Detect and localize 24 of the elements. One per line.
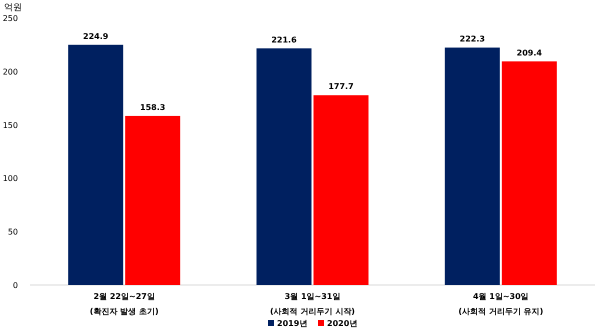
data-label: 209.4: [516, 48, 542, 58]
data-label: 224.9: [83, 32, 109, 41]
data-label: 158.3: [140, 102, 166, 112]
bar: [125, 116, 180, 285]
data-label: 222.3: [460, 34, 485, 44]
bar: [256, 48, 312, 285]
y-axis-title: 억원: [4, 3, 22, 13]
y-tick-label: 50: [8, 228, 18, 237]
data-label: 221.6: [271, 35, 298, 44]
bar: [314, 95, 368, 285]
y-tick-label: 0: [12, 281, 18, 290]
y-tick-label: 150: [2, 120, 18, 130]
x-tick-label: 2월 22일~27일 (확진자 발생 초기): [90, 292, 159, 316]
y-tick-label: 250: [2, 14, 18, 23]
y-tick-label: 100: [2, 174, 18, 184]
y-tick-label: 200: [2, 67, 18, 76]
bar: [68, 44, 124, 285]
x-tick-label: 4월 1일~30일 (사회적 거리두기 유지): [458, 292, 544, 316]
legend-label: 2020년: [327, 319, 358, 328]
data-label: 177.7: [328, 82, 354, 92]
bar: [444, 48, 500, 285]
legend-label: 2019년: [277, 319, 308, 328]
bar: [502, 61, 557, 285]
x-tick-label: 3월 1일~31일 (사회적 거리두기 시작): [270, 292, 355, 316]
